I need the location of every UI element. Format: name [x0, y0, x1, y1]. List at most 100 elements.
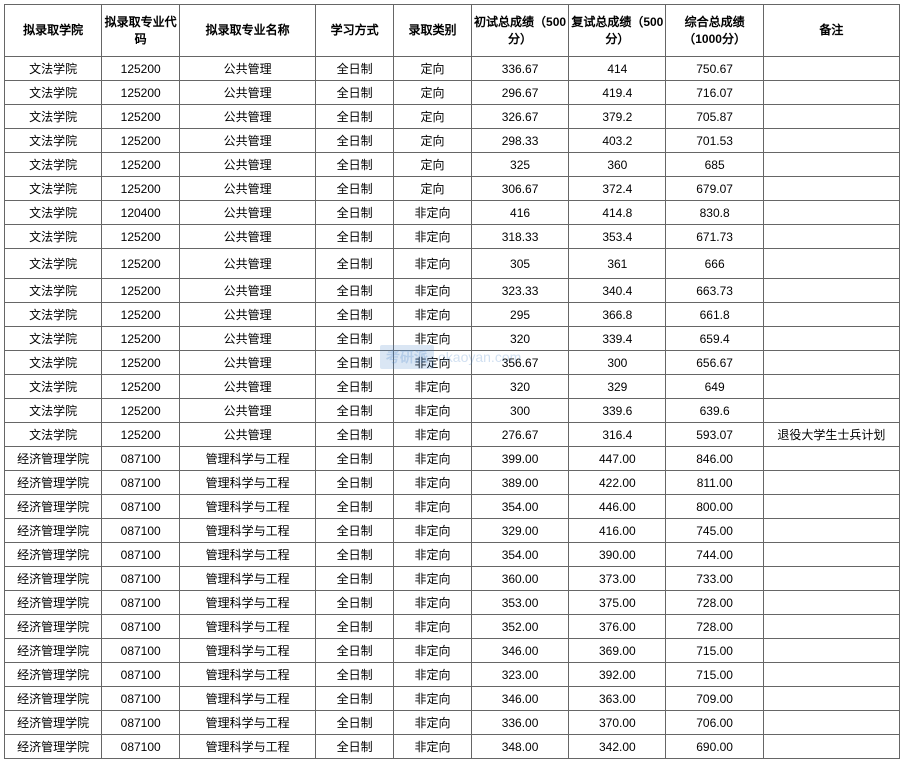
table-cell: 125200 [102, 129, 180, 153]
table-cell: 701.53 [666, 129, 763, 153]
table-cell: 336.67 [471, 57, 568, 81]
table-cell: 经济管理学院 [5, 687, 102, 711]
table-row: 文法学院125200公共管理全日制非定向323.33340.4663.73 [5, 279, 900, 303]
table-cell: 659.4 [666, 327, 763, 351]
table-cell: 325 [471, 153, 568, 177]
table-cell: 639.6 [666, 399, 763, 423]
table-cell: 文法学院 [5, 303, 102, 327]
table-cell: 326.67 [471, 105, 568, 129]
table-cell: 685 [666, 153, 763, 177]
table-cell: 文法学院 [5, 399, 102, 423]
table-cell: 全日制 [316, 201, 394, 225]
table-row: 文法学院125200公共管理全日制非定向300339.6639.6 [5, 399, 900, 423]
table-row: 经济管理学院087100管理科学与工程全日制非定向389.00422.00811… [5, 471, 900, 495]
table-cell: 679.07 [666, 177, 763, 201]
table-cell: 414 [569, 57, 666, 81]
table-cell: 经济管理学院 [5, 639, 102, 663]
table-cell: 文法学院 [5, 327, 102, 351]
table-cell: 715.00 [666, 639, 763, 663]
table-cell: 经济管理学院 [5, 471, 102, 495]
table-cell: 公共管理 [180, 423, 316, 447]
table-cell: 全日制 [316, 639, 394, 663]
table-cell: 管理科学与工程 [180, 591, 316, 615]
table-cell: 公共管理 [180, 201, 316, 225]
table-cell: 公共管理 [180, 129, 316, 153]
table-cell: 593.07 [666, 423, 763, 447]
table-cell: 非定向 [394, 495, 472, 519]
table-cell: 296.67 [471, 81, 568, 105]
table-cell: 全日制 [316, 105, 394, 129]
table-row: 文法学院125200公共管理全日制非定向305361666 [5, 249, 900, 279]
table-cell: 全日制 [316, 519, 394, 543]
table-cell: 300 [569, 351, 666, 375]
table-cell: 323.00 [471, 663, 568, 687]
table-row: 经济管理学院087100管理科学与工程全日制非定向329.00416.00745… [5, 519, 900, 543]
table-cell: 文法学院 [5, 57, 102, 81]
table-cell: 298.33 [471, 129, 568, 153]
table-cell: 354.00 [471, 543, 568, 567]
table-cell: 经济管理学院 [5, 567, 102, 591]
table-cell: 全日制 [316, 615, 394, 639]
table-cell: 087100 [102, 567, 180, 591]
table-cell: 671.73 [666, 225, 763, 249]
table-cell: 定向 [394, 177, 472, 201]
table-cell: 125200 [102, 81, 180, 105]
table-cell: 全日制 [316, 495, 394, 519]
table-cell [763, 687, 899, 711]
table-cell: 375.00 [569, 591, 666, 615]
table-cell: 非定向 [394, 423, 472, 447]
table-cell: 352.00 [471, 615, 568, 639]
table-cell: 125200 [102, 57, 180, 81]
table-row: 经济管理学院087100管理科学与工程全日制非定向354.00390.00744… [5, 543, 900, 567]
table-cell: 709.00 [666, 687, 763, 711]
table-cell: 非定向 [394, 303, 472, 327]
table-cell: 非定向 [394, 375, 472, 399]
table-cell: 非定向 [394, 471, 472, 495]
table-cell: 公共管理 [180, 399, 316, 423]
table-row: 文法学院125200公共管理全日制非定向356.67300656.67 [5, 351, 900, 375]
table-cell: 公共管理 [180, 279, 316, 303]
table-row: 文法学院125200公共管理全日制非定向320339.4659.4 [5, 327, 900, 351]
table-cell: 323.33 [471, 279, 568, 303]
table-cell: 文法学院 [5, 225, 102, 249]
column-header-0: 拟录取学院 [5, 5, 102, 57]
table-cell: 全日制 [316, 567, 394, 591]
table-cell: 373.00 [569, 567, 666, 591]
table-cell: 125200 [102, 327, 180, 351]
table-cell: 定向 [394, 129, 472, 153]
table-cell: 339.6 [569, 399, 666, 423]
table-cell: 非定向 [394, 639, 472, 663]
table-cell: 087100 [102, 663, 180, 687]
table-cell: 125200 [102, 303, 180, 327]
table-cell: 354.00 [471, 495, 568, 519]
table-cell: 全日制 [316, 129, 394, 153]
table-cell: 全日制 [316, 543, 394, 567]
table-cell: 295 [471, 303, 568, 327]
table-cell: 定向 [394, 105, 472, 129]
table-cell: 全日制 [316, 663, 394, 687]
table-cell [763, 153, 899, 177]
table-cell: 文法学院 [5, 423, 102, 447]
table-cell: 329.00 [471, 519, 568, 543]
table-cell: 文法学院 [5, 153, 102, 177]
table-cell: 649 [666, 375, 763, 399]
table-cell: 经济管理学院 [5, 519, 102, 543]
table-cell: 369.00 [569, 639, 666, 663]
table-row: 文法学院125200公共管理全日制定向306.67372.4679.07 [5, 177, 900, 201]
table-cell: 125200 [102, 399, 180, 423]
table-cell: 379.2 [569, 105, 666, 129]
table-cell: 管理科学与工程 [180, 567, 316, 591]
table-cell: 文法学院 [5, 81, 102, 105]
table-cell: 定向 [394, 81, 472, 105]
table-cell [763, 303, 899, 327]
table-cell: 定向 [394, 153, 472, 177]
table-row: 经济管理学院087100管理科学与工程全日制非定向354.00446.00800… [5, 495, 900, 519]
table-cell [763, 447, 899, 471]
table-cell: 422.00 [569, 471, 666, 495]
table-cell: 非定向 [394, 543, 472, 567]
table-cell: 125200 [102, 177, 180, 201]
table-cell: 846.00 [666, 447, 763, 471]
table-cell: 公共管理 [180, 375, 316, 399]
table-cell: 全日制 [316, 177, 394, 201]
table-cell: 446.00 [569, 495, 666, 519]
